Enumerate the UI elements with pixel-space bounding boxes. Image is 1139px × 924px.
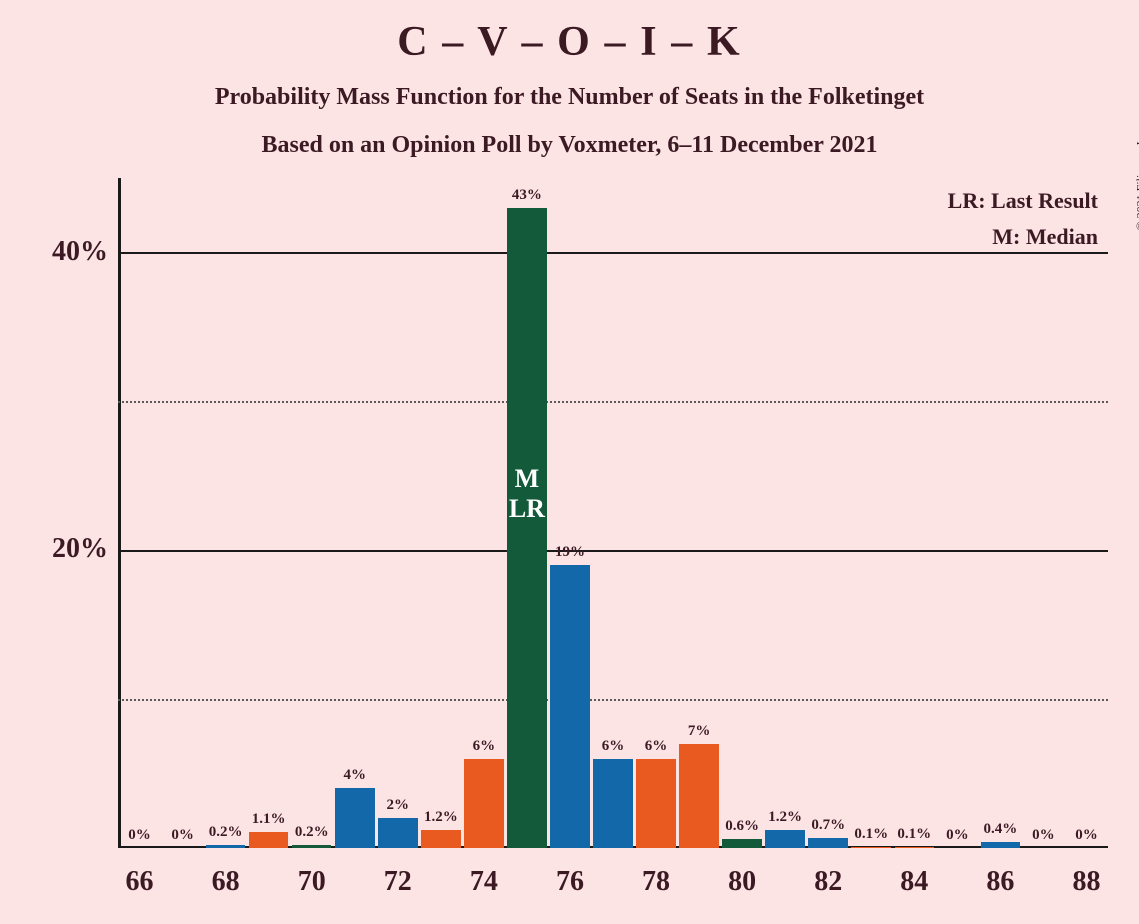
bar-value-label: 6% xyxy=(456,738,512,755)
bar xyxy=(292,845,332,848)
bar xyxy=(679,744,719,848)
bar xyxy=(249,832,289,848)
x-tick-label: 80 xyxy=(712,866,772,898)
bar-value-label: 0.2% xyxy=(284,824,340,841)
bar-value-label: 19% xyxy=(542,544,598,561)
gridline xyxy=(118,252,1108,254)
bar-value-label: 1.2% xyxy=(413,809,469,826)
x-tick-label: 74 xyxy=(454,866,514,898)
bar-annotation: MLR xyxy=(507,464,547,524)
chart-title: C – V – O – I – K xyxy=(0,18,1139,66)
chart-subtitle-1: Probability Mass Function for the Number… xyxy=(0,84,1139,111)
x-tick-label: 76 xyxy=(540,866,600,898)
x-tick-label: 82 xyxy=(798,866,858,898)
x-tick-label: 72 xyxy=(368,866,428,898)
bar xyxy=(464,759,504,848)
bar xyxy=(550,565,590,848)
bar-value-label: 4% xyxy=(327,767,383,784)
x-tick-label: 66 xyxy=(110,866,170,898)
bar-value-label: 6% xyxy=(628,738,684,755)
bar xyxy=(378,818,418,848)
x-tick-label: 84 xyxy=(884,866,944,898)
bar xyxy=(593,759,633,848)
bar xyxy=(421,830,461,848)
gridline-minor xyxy=(118,699,1108,701)
bar xyxy=(722,839,762,848)
bar xyxy=(335,788,375,848)
y-tick-label: 20% xyxy=(28,533,108,565)
x-tick-label: 70 xyxy=(282,866,342,898)
bar xyxy=(765,830,805,848)
x-tick-label: 68 xyxy=(196,866,256,898)
gridline xyxy=(118,550,1108,552)
y-axis xyxy=(118,178,121,848)
gridline-minor xyxy=(118,401,1108,403)
bar xyxy=(808,838,848,848)
y-tick-label: 40% xyxy=(28,236,108,268)
bar xyxy=(851,847,891,848)
plot-area: 20%40%6668707274767880828486880%0%0.2%1.… xyxy=(118,178,1108,848)
bar xyxy=(895,847,935,848)
bar-value-label: 43% xyxy=(499,187,555,204)
chart-subtitle-2: Based on an Opinion Poll by Voxmeter, 6–… xyxy=(0,132,1139,159)
bar xyxy=(507,208,547,848)
x-tick-label: 78 xyxy=(626,866,686,898)
x-tick-label: 86 xyxy=(970,866,1030,898)
bar xyxy=(636,759,676,848)
chart-canvas: C – V – O – I – K Probability Mass Funct… xyxy=(0,0,1139,924)
bar-value-label: 0% xyxy=(1058,827,1114,844)
credit-text: © 2021 Filip van Laenen xyxy=(1133,110,1139,230)
bar-value-label: 7% xyxy=(671,723,727,740)
bar xyxy=(981,842,1021,848)
x-tick-label: 88 xyxy=(1056,866,1116,898)
bar xyxy=(206,845,246,848)
